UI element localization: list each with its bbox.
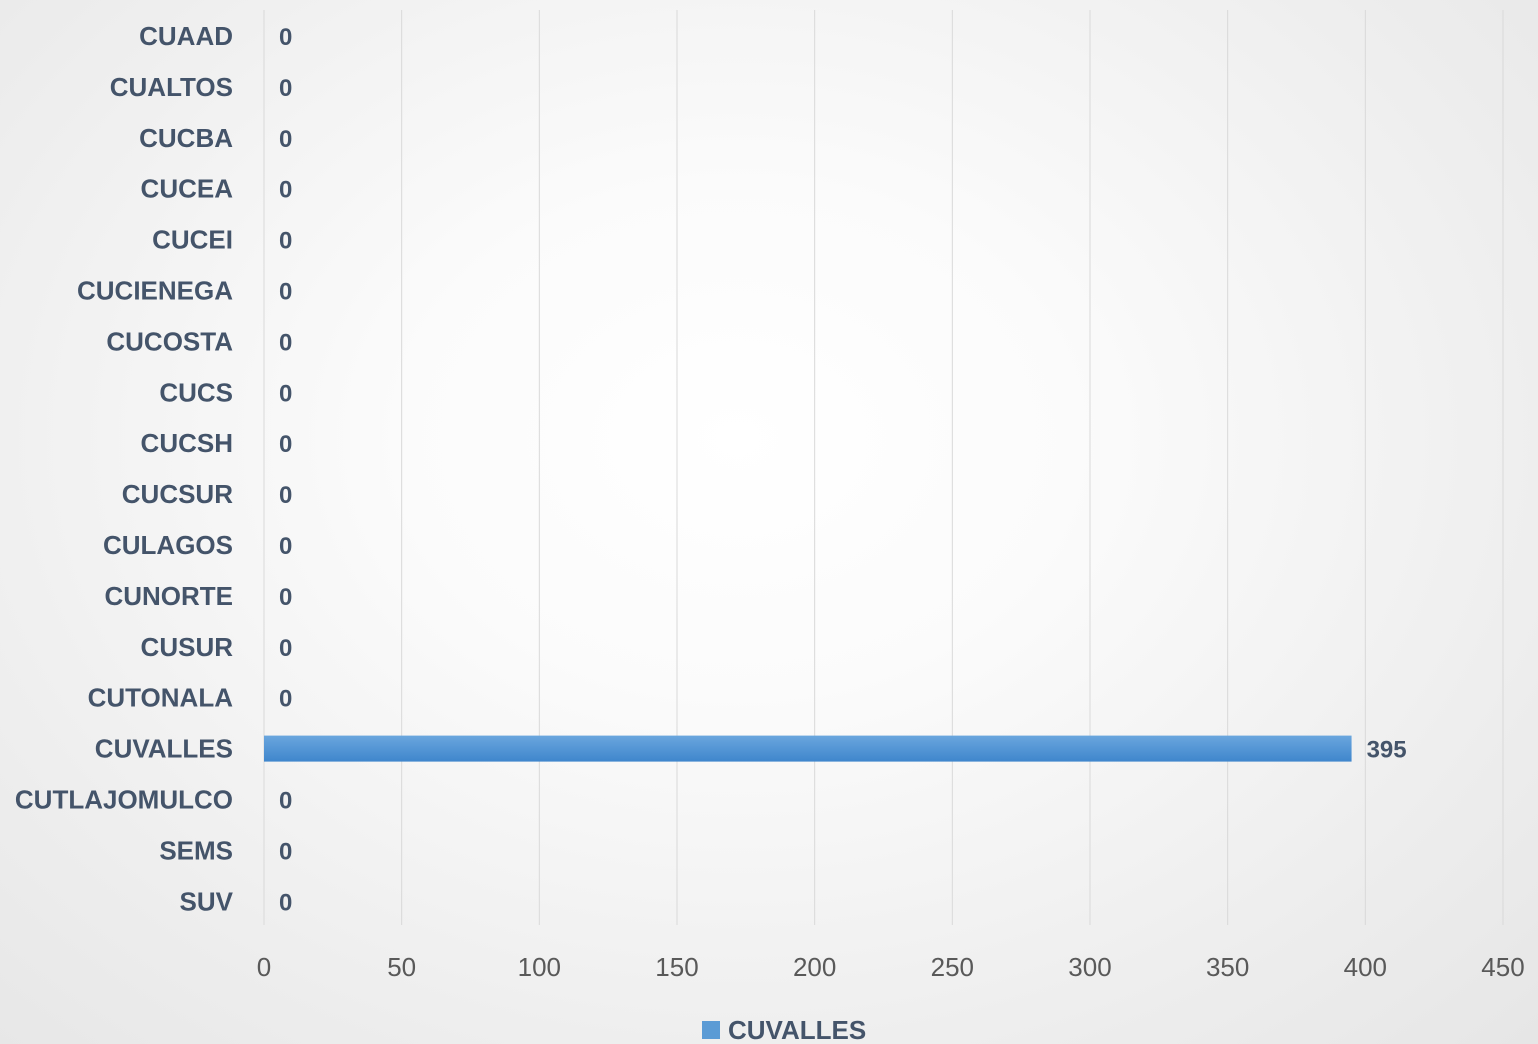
- category-label: CUCIENEGA: [77, 276, 233, 306]
- bar: [264, 735, 1352, 762]
- category-label: CUTONALA: [88, 683, 234, 713]
- x-tick-label: 0: [257, 952, 271, 982]
- data-label: 0: [279, 431, 292, 458]
- category-label: CUALTOS: [110, 72, 233, 102]
- data-label: 0: [279, 533, 292, 560]
- category-label: SEMS: [159, 835, 233, 865]
- data-label: 0: [279, 329, 292, 356]
- x-tick-label: 450: [1481, 952, 1524, 982]
- category-label: CUAAD: [139, 21, 233, 51]
- category-label: CUCOSTA: [106, 326, 233, 356]
- category-label: CUTLAJOMULCO: [15, 785, 233, 815]
- x-axis-tick-labels: 0 50 100 150 200 250 300 350 400 450: [257, 952, 1525, 982]
- legend-label: CUVALLES: [728, 1015, 866, 1044]
- x-tick-label: 400: [1344, 952, 1387, 982]
- data-label: 0: [279, 228, 292, 255]
- data-label: 0: [279, 126, 292, 153]
- category-label: CUCBA: [139, 123, 233, 153]
- category-labels: CUAAD CUALTOS CUCBA CUCEA CUCEI CUCIENEGA CUCO…: [15, 21, 234, 916]
- x-tick-label: 200: [793, 952, 836, 982]
- category-label: CUCEI: [152, 225, 233, 255]
- data-label: 0: [279, 584, 292, 611]
- data-label: 0: [279, 380, 292, 407]
- data-label: 0: [279, 838, 292, 865]
- category-label: CUSUR: [141, 632, 234, 662]
- x-tick-label: 300: [1068, 952, 1111, 982]
- category-label: SUV: [180, 886, 234, 916]
- data-label: 0: [279, 635, 292, 662]
- gridlines: [263, 10, 1504, 925]
- data-label: 0: [279, 279, 292, 306]
- x-tick-label: 100: [518, 952, 561, 982]
- category-label: CUVALLES: [95, 734, 233, 764]
- data-label: 0: [279, 177, 292, 204]
- legend-swatch: [702, 1021, 720, 1039]
- x-tick-label: 50: [387, 952, 416, 982]
- category-label: CULAGOS: [103, 530, 233, 560]
- data-labels: 0 0 0 0 0 0 0 0 0 0 0 0 0 0 395 0 0 0: [279, 24, 1407, 916]
- data-label: 0: [279, 788, 292, 815]
- legend: CUVALLES: [702, 1015, 866, 1044]
- x-tick-label: 250: [931, 952, 974, 982]
- data-label: 395: [1367, 737, 1407, 764]
- bars: [264, 735, 1352, 762]
- category-label: CUCSH: [141, 428, 233, 458]
- x-tick-label: 150: [655, 952, 698, 982]
- category-label: CUNORTE: [104, 581, 233, 611]
- data-label: 0: [279, 482, 292, 509]
- category-label: CUCSUR: [122, 479, 233, 509]
- category-label: CUCS: [159, 377, 233, 407]
- data-label: 0: [279, 24, 292, 51]
- data-label: 0: [279, 889, 292, 916]
- data-label: 0: [279, 686, 292, 713]
- x-tick-label: 350: [1206, 952, 1249, 982]
- category-label: CUCEA: [141, 174, 234, 204]
- data-label: 0: [279, 75, 292, 102]
